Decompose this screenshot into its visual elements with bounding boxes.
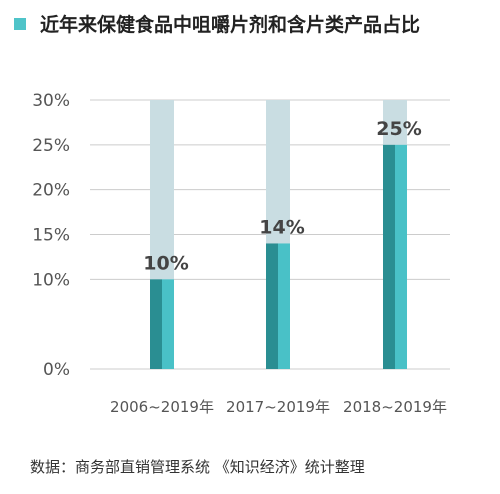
y-axis-ticks: 0% 10% 15% 20% 25% 30% [32, 91, 70, 380]
source-note: 数据：商务部直销管理系统 《知识经济》统计整理 [30, 458, 365, 476]
bar-value-label: 14% [259, 216, 304, 238]
bar-value-light [162, 279, 174, 369]
bar-value-dark [150, 279, 162, 369]
bar-value-label: 10% [143, 252, 188, 274]
x-axis-ticks: 2006~2019年 2017~2019年 2018~2019年 [110, 398, 447, 416]
y-tick-label: 25% [32, 136, 70, 156]
y-tick-label: 30% [32, 91, 70, 111]
bar-value-dark [266, 243, 278, 369]
value-labels: 10% 14% 25% [143, 118, 421, 275]
x-tick-label: 2017~2019年 [226, 398, 330, 416]
y-tick-label: 15% [32, 226, 70, 246]
bar-value-label: 25% [376, 118, 421, 140]
bar-value-light [395, 144, 407, 369]
bar-value-light [278, 243, 290, 369]
y-tick-label: 20% [32, 181, 70, 201]
x-tick-label: 2006~2019年 [110, 398, 214, 416]
bars [150, 100, 407, 369]
x-tick-label: 2018~2019年 [343, 398, 447, 416]
title-marker-icon [14, 18, 26, 30]
bar-value-dark [383, 144, 395, 369]
y-tick-label: 0% [43, 360, 70, 380]
y-tick-label: 10% [32, 270, 70, 290]
chart-title: 近年来保健食品中咀嚼片剂和含片类产品占比 [40, 13, 420, 36]
